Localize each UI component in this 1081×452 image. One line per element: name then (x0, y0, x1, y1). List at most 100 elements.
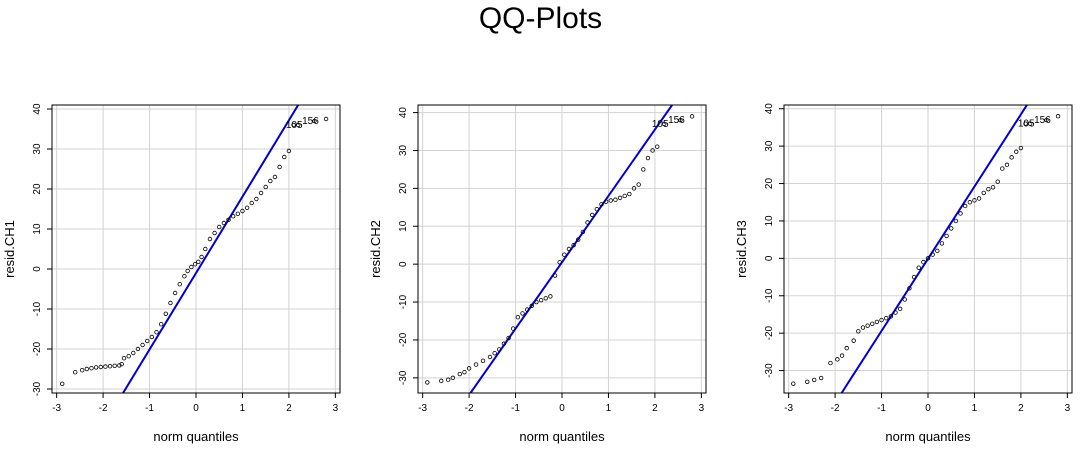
data-point (84, 366, 90, 372)
data-point (844, 345, 849, 351)
data-point (98, 364, 103, 370)
y-tick-label: 20 (398, 182, 409, 194)
data-point (192, 262, 198, 267)
data-point (158, 322, 164, 327)
data-point (645, 155, 651, 161)
data-point (580, 229, 586, 235)
y-tick-label: 40 (398, 107, 409, 119)
data-point (235, 211, 241, 216)
x-axis-label: norm quantiles (885, 429, 971, 444)
data-point (543, 296, 548, 301)
data-point (457, 371, 463, 377)
data-point (566, 246, 572, 252)
data-point (73, 370, 78, 375)
y-tick-label: -10 (32, 301, 43, 316)
y-axis-label: resid.CH2 (368, 220, 383, 278)
data-point (117, 363, 122, 368)
x-tick-label: 1 (972, 403, 978, 414)
point-label-105: 105 (286, 120, 303, 131)
data-point (835, 357, 840, 362)
data-point (995, 179, 1000, 184)
data-point (967, 200, 973, 205)
data-point (818, 375, 824, 381)
data-point (883, 315, 889, 321)
data-point (135, 346, 141, 352)
data-point (916, 265, 921, 270)
x-tick-label: 3 (333, 403, 339, 414)
data-point (879, 317, 884, 323)
data-point (689, 114, 695, 119)
x-tick-label: -2 (465, 403, 474, 414)
x-tick-label: 1 (606, 403, 612, 414)
data-point (603, 199, 609, 204)
data-point (613, 197, 618, 202)
data-point (168, 300, 173, 306)
data-point (631, 186, 637, 191)
data-point (466, 366, 472, 371)
data-point (860, 325, 866, 330)
y-tick-label: 20 (32, 183, 43, 195)
qq-reference-line (840, 105, 1028, 393)
y-tick-label: 40 (764, 103, 775, 115)
data-point (131, 350, 136, 356)
x-tick-label: -1 (877, 403, 886, 414)
data-point (944, 233, 949, 239)
page-title: QQ-Plots (478, 2, 603, 35)
x-tick-label: 3 (1065, 403, 1071, 414)
data-point (828, 360, 833, 366)
data-point (538, 297, 544, 303)
data-point (562, 252, 567, 257)
x-tick-label: 2 (286, 403, 292, 414)
data-point (1000, 166, 1005, 171)
point-label-105: 105 (1018, 119, 1035, 130)
data-point (1018, 145, 1024, 151)
data-point (552, 273, 558, 278)
x-tick-label: -2 (99, 403, 108, 414)
data-point (571, 243, 576, 248)
data-point (258, 190, 264, 196)
data-point (534, 299, 539, 305)
x-tick-label: 0 (193, 403, 199, 414)
data-point (189, 264, 194, 270)
data-point (599, 202, 604, 207)
data-point (851, 338, 856, 343)
data-point (939, 241, 945, 246)
data-point (112, 363, 117, 368)
data-point (425, 380, 430, 385)
data-point (249, 200, 254, 206)
y-tick-label: 10 (398, 220, 409, 232)
data-point (641, 167, 646, 172)
point-label-156: 156 (302, 116, 319, 127)
qq-reference-line (469, 105, 673, 393)
data-point (589, 212, 595, 218)
data-point (154, 330, 159, 335)
data-point (907, 286, 912, 291)
y-tick-label: 0 (764, 255, 775, 261)
data-point (121, 356, 127, 361)
data-point (902, 297, 907, 302)
x-tick-label: 0 (559, 403, 565, 414)
point-label-156: 156 (668, 115, 685, 126)
data-point (149, 334, 155, 340)
data-point (557, 260, 562, 265)
data-point (972, 198, 977, 203)
data-point (93, 365, 99, 370)
data-point (627, 191, 632, 197)
data-point (217, 224, 222, 230)
data-point (856, 329, 861, 334)
data-point (1004, 162, 1010, 168)
data-point (501, 341, 507, 346)
data-point (622, 193, 627, 199)
data-point (524, 307, 530, 312)
data-point (962, 203, 968, 209)
data-point (221, 220, 227, 226)
data-point (791, 381, 796, 386)
data-point (520, 311, 525, 316)
data-point (480, 358, 486, 363)
x-tick-label: 2 (1018, 403, 1024, 414)
data-point (207, 236, 213, 242)
data-point (636, 182, 641, 187)
data-point (893, 310, 898, 315)
